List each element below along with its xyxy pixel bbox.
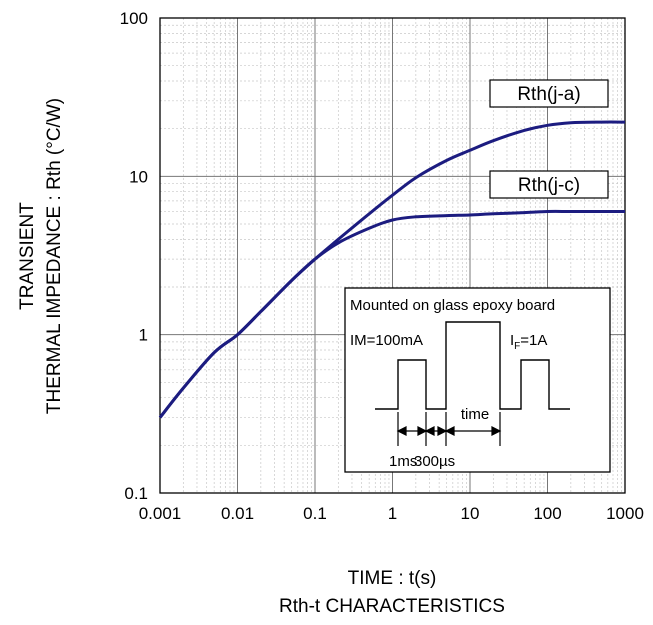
x-tick-label: 0.01 bbox=[221, 504, 254, 523]
y-axis-label-line1: TRANSIENT bbox=[17, 202, 38, 310]
x-tick-label: 0.001 bbox=[139, 504, 182, 523]
series-line-rth-j-c bbox=[158, 209, 625, 419]
inset-if-label-rest: =1A bbox=[520, 332, 547, 349]
y-tick-label: 10 bbox=[129, 167, 148, 186]
inset-box: Mounted on glass epoxy board IM=100mA IF… bbox=[344, 287, 611, 473]
y-tick-label: 0.1 bbox=[124, 484, 148, 503]
x-tick-label: 1000 bbox=[606, 504, 644, 523]
inset-time-label: time bbox=[461, 406, 489, 423]
y-axis-label-line2: THERMAL IMPEDANCE : Rth (°C/W) bbox=[44, 98, 65, 414]
inset-title: Mounted on glass epoxy board bbox=[350, 297, 555, 314]
inset-if-label: IF=1A bbox=[510, 332, 547, 352]
pulse-waveform bbox=[375, 321, 570, 410]
x-tick-labels: 0.001 0.01 0.1 1 10 100 1000 bbox=[139, 504, 644, 523]
series-label-rth-jc: Rth(j-c) bbox=[489, 170, 609, 199]
y-tick-label: 1 bbox=[139, 326, 148, 345]
series-label-rth-jc-text: Rth(j-c) bbox=[518, 175, 580, 196]
x-tick-label: 0.1 bbox=[303, 504, 327, 523]
inset-pulse-label-1ms: 1ms bbox=[389, 453, 417, 470]
plot-frame bbox=[159, 17, 626, 494]
x-tick-label: 100 bbox=[533, 504, 561, 523]
inset-if-label-main: I bbox=[510, 332, 514, 349]
x-tick-label: 1 bbox=[388, 504, 397, 523]
timing-dimension-lines bbox=[396, 412, 502, 446]
chart-caption: Rth-t CHARACTERISTICS bbox=[279, 596, 505, 617]
series-label-rth-ja-text: Rth(j-a) bbox=[517, 84, 580, 105]
series-label-rth-ja: Rth(j-a) bbox=[489, 79, 609, 108]
series-layer bbox=[158, 120, 626, 419]
y-tick-label: 100 bbox=[120, 9, 148, 28]
x-tick-label: 10 bbox=[461, 504, 480, 523]
inset-if-label-sub: F bbox=[514, 341, 520, 352]
inset-im-label: IM=100mA bbox=[350, 332, 423, 349]
x-axis-label: TIME : t(s) bbox=[348, 568, 437, 589]
inset-pulse-label-300us: 300µs bbox=[414, 453, 455, 470]
y-tick-labels: 100 10 1 0.1 bbox=[120, 9, 148, 503]
